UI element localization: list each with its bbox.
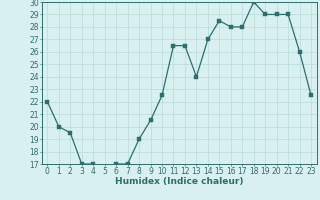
X-axis label: Humidex (Indice chaleur): Humidex (Indice chaleur) — [115, 177, 244, 186]
